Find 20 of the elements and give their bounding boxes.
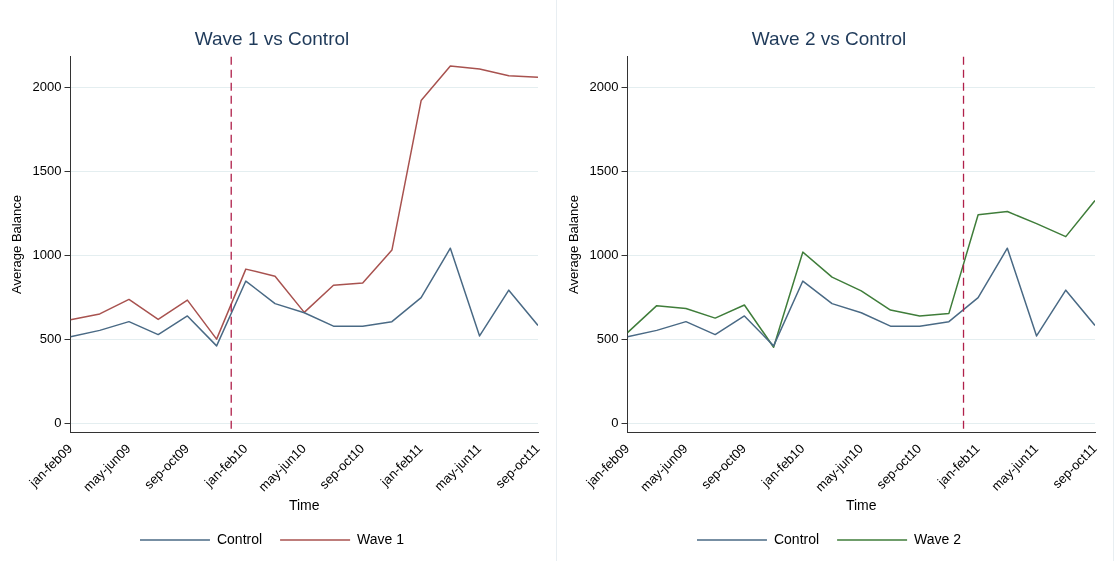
- y-tick-label: 1000: [589, 247, 619, 263]
- y-tick-label: 2000: [589, 78, 619, 94]
- chart-title: Wave 2 vs Control: [751, 27, 907, 49]
- y-axis-title: Average Balance: [9, 195, 25, 294]
- legend-label: Wave 2: [914, 530, 962, 547]
- y-tick-label: 0: [54, 415, 62, 431]
- y-tick-label: 1000: [32, 247, 62, 263]
- y-axis-title: Average Balance: [566, 195, 582, 294]
- y-tick-label: 1500: [589, 162, 619, 178]
- y-tick-label: 2000: [32, 78, 62, 94]
- legend-label: Control: [216, 530, 263, 547]
- legend-label: Wave 1: [357, 530, 405, 547]
- x-axis-title: Time: [845, 497, 877, 514]
- x-axis-title: Time: [288, 497, 320, 514]
- y-tick-label: 500: [596, 331, 619, 347]
- y-tick-label: 500: [39, 331, 62, 347]
- legend-label: Control: [773, 530, 820, 547]
- y-tick-label: 0: [611, 415, 619, 431]
- chart-title: Wave 1 vs Control: [194, 27, 350, 49]
- y-tick-label: 1500: [32, 162, 62, 178]
